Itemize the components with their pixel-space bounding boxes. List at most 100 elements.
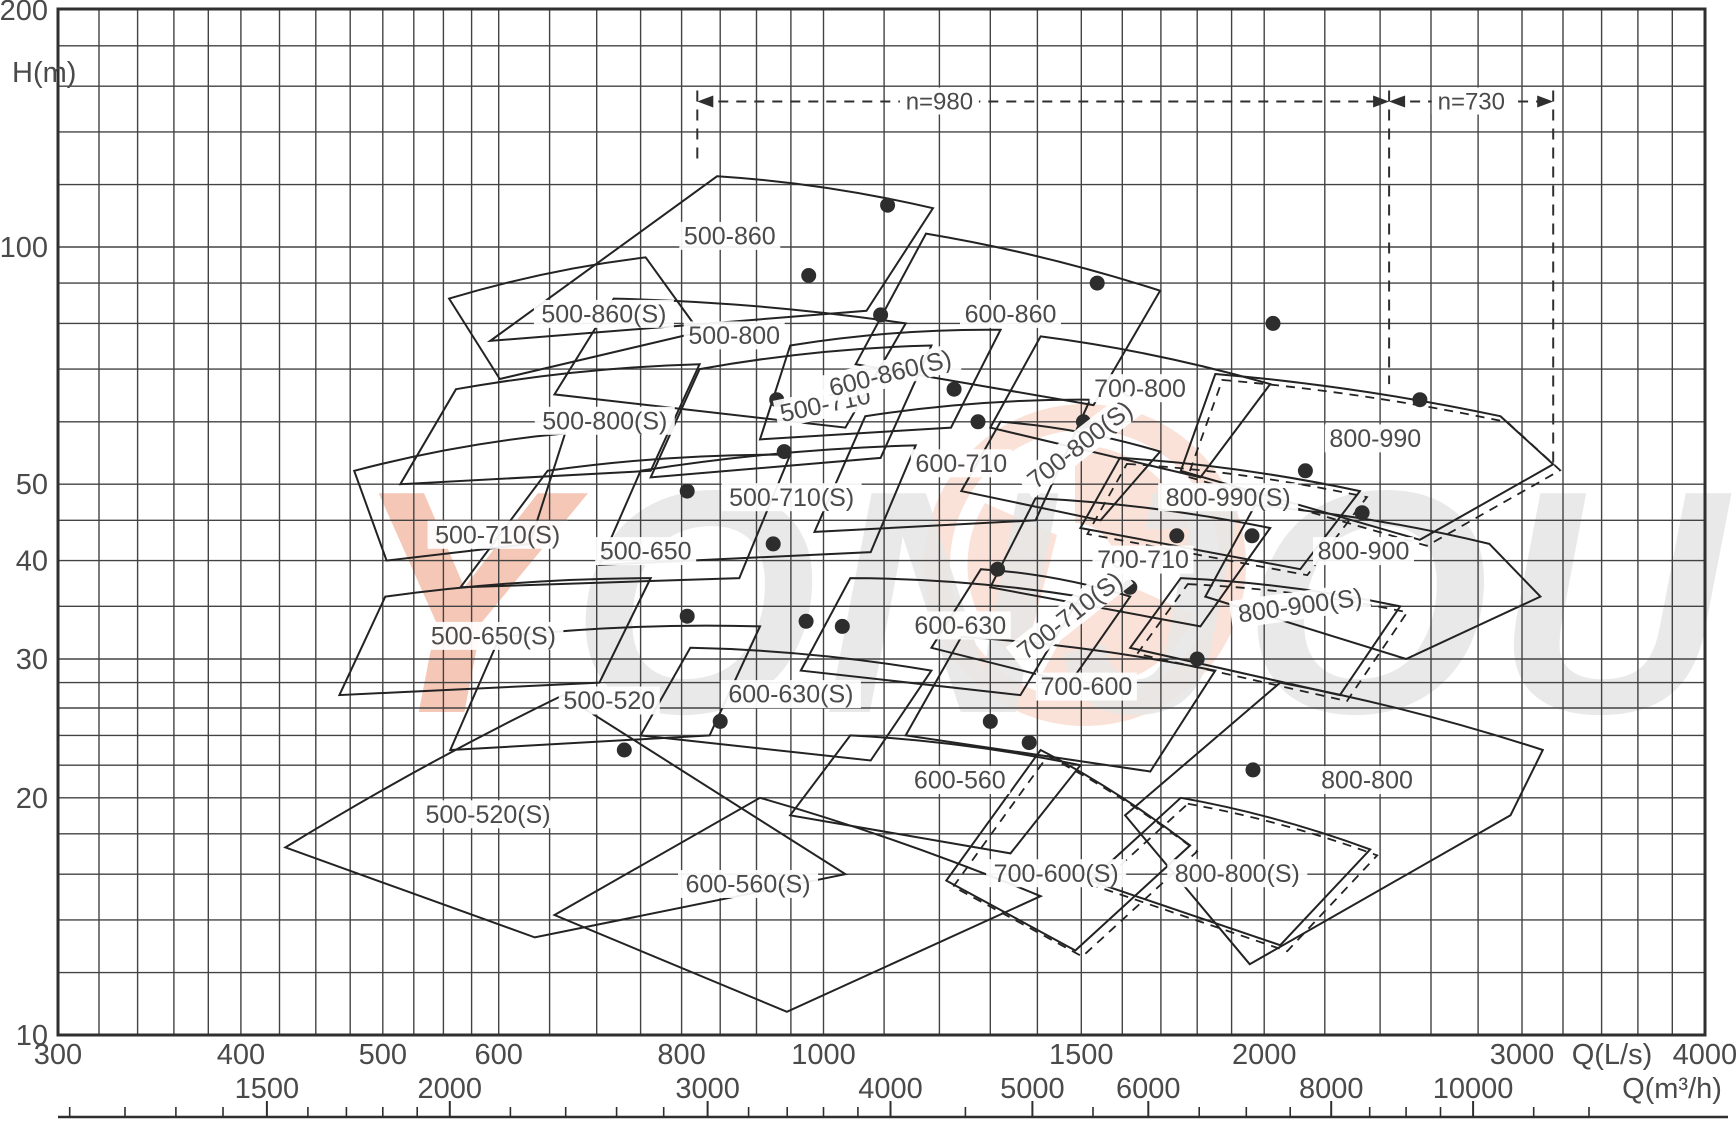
zone-label-bg [533, 299, 674, 328]
zone-label-bg [683, 321, 785, 350]
zone-label-bg [1313, 537, 1414, 566]
pump-zone-800-800s [1088, 796, 1372, 947]
x-tick-label: 600 [475, 1039, 523, 1071]
zone-label: 700-600 [1041, 673, 1133, 701]
x-tick-label: 800 [657, 1039, 705, 1071]
pump-zone-dashed-outline [951, 754, 1199, 958]
x2-tick-label: 2000 [418, 1073, 483, 1105]
pump-zone-500-800s [398, 363, 702, 486]
x-tick-label: 3000 [1490, 1039, 1555, 1071]
zone-label-bg [1035, 672, 1137, 701]
x-tick-label: 4000 [1673, 1039, 1736, 1071]
zone-label-bg [1016, 390, 1144, 499]
zone-label-bg [960, 299, 1061, 328]
x2-tick-label: 1500 [235, 1073, 300, 1105]
pump-zone-600-860 [854, 232, 1162, 407]
zone-label: 800-990 [1329, 425, 1421, 453]
pump-zone-500-860 [486, 175, 935, 343]
y-tick-label: 10 [16, 1020, 48, 1052]
zone-label: 600-560(S) [685, 871, 810, 899]
duty-point-dot [970, 414, 986, 430]
zone-label-bg [1089, 374, 1191, 403]
duty-point-dot [798, 613, 814, 629]
duty-point-dot [946, 381, 962, 397]
zone-label: 800-800(S) [1175, 860, 1300, 888]
x-tick-label: 1000 [791, 1039, 856, 1071]
zone-label: 500-710(S) [729, 484, 854, 512]
duty-point-dot [801, 268, 817, 283]
pump-zone-800-990 [1179, 372, 1555, 541]
y-tick-label: 40 [16, 546, 48, 578]
speed-label: n=730 [1438, 89, 1505, 116]
x2-tick-label: 6000 [1116, 1073, 1181, 1105]
zone-label: 800-990(S) [1166, 484, 1291, 512]
speed-label: n=980 [906, 89, 973, 116]
zone-label-bg [1158, 483, 1299, 512]
zone-label-bg [423, 621, 564, 650]
pump-zone-dashed-outline [1186, 379, 1562, 547]
plot-frame [56, 7, 1707, 1037]
x-axis-title-ls: Q(L/s) [1572, 1039, 1653, 1071]
zone-label: 500-520(S) [425, 801, 550, 829]
zone-label-bg [1324, 424, 1426, 453]
x-tick-label: 500 [359, 1039, 407, 1071]
pump-zone-dashed-outline [1085, 462, 1369, 577]
pump-zone-600-860s [758, 328, 1003, 441]
x-axis-primary: 300 400 500 600 800 1000 1500 2000 3000 4000 Q(L/s… [34, 1039, 1736, 1071]
arrowhead-left [1389, 95, 1406, 108]
zone-label: 600-860 [965, 301, 1057, 329]
zone-label-bg [721, 483, 862, 512]
duty-point-dot [982, 713, 998, 729]
zone-label-bg [1005, 561, 1134, 670]
zone-label: 500-800(S) [542, 407, 667, 435]
y-tick-label: 50 [16, 469, 48, 501]
y-tick-label: 20 [16, 783, 48, 815]
duty-point-dot [1412, 392, 1428, 408]
zone-label: 500-800 [688, 322, 780, 350]
zone-label: 700-600(S) [994, 860, 1119, 888]
speed-annotation: n=980 n=730 [696, 87, 1555, 465]
zone-label: 500-650 [600, 538, 692, 566]
pump-zone-500-860s [447, 256, 702, 381]
duty-point-dot [873, 307, 889, 323]
zone-label: 600-560 [914, 767, 1006, 795]
x2-tick-label: 3000 [675, 1073, 740, 1105]
duty-point-dot [880, 197, 896, 213]
x-tick-label: 300 [34, 1039, 82, 1071]
y-tick-label: 200 [0, 0, 48, 27]
duty-point-dot [1169, 528, 1185, 544]
zone-label-bg [1167, 859, 1308, 888]
duty-point-dot [765, 536, 781, 552]
duty-point-dot [776, 444, 792, 460]
zone-label-bg [418, 800, 558, 829]
zone-label-bg [534, 406, 675, 435]
zone-label-bg [720, 680, 861, 709]
zone-label: 700-800 [1094, 375, 1186, 403]
pump-zone-600-560 [788, 734, 1083, 855]
x-tick-label: 400 [217, 1039, 265, 1071]
x2-tick-label: 5000 [1000, 1073, 1065, 1105]
pump-zone-800-990s [1078, 456, 1362, 571]
duty-points [616, 197, 1428, 778]
duty-point-dot [1244, 528, 1260, 544]
x-axis-title-m3h: Q(m³/h) [1622, 1073, 1722, 1105]
speed-label-bg [1431, 87, 1511, 115]
zone-label: 500-520 [563, 687, 655, 715]
zone-label: 600-630 [914, 612, 1006, 640]
duty-point-dot [1265, 315, 1281, 331]
zone-label-bg [910, 449, 1012, 478]
duty-point-dot [1189, 651, 1205, 667]
zone-label: 800-900 [1318, 538, 1410, 566]
zone-label-bg [986, 859, 1127, 888]
arrowhead-right [1537, 95, 1554, 108]
zone-label-bg [909, 611, 1011, 640]
pump-zone-500-710s [597, 444, 918, 566]
zone-label-bg [427, 520, 568, 549]
zone-label: 600-710 [915, 450, 1007, 478]
arrowhead-left [697, 95, 714, 108]
zone-label-bg [679, 221, 781, 250]
x-tick-label: 2000 [1232, 1039, 1297, 1071]
y-axis: H(m) 200 100 50 40 30 20 10 [0, 0, 76, 1052]
x-axis-secondary: 1500 2000 3000 4000 5000 6000 8000 10000 Q(m³/h) [58, 1073, 1728, 1119]
